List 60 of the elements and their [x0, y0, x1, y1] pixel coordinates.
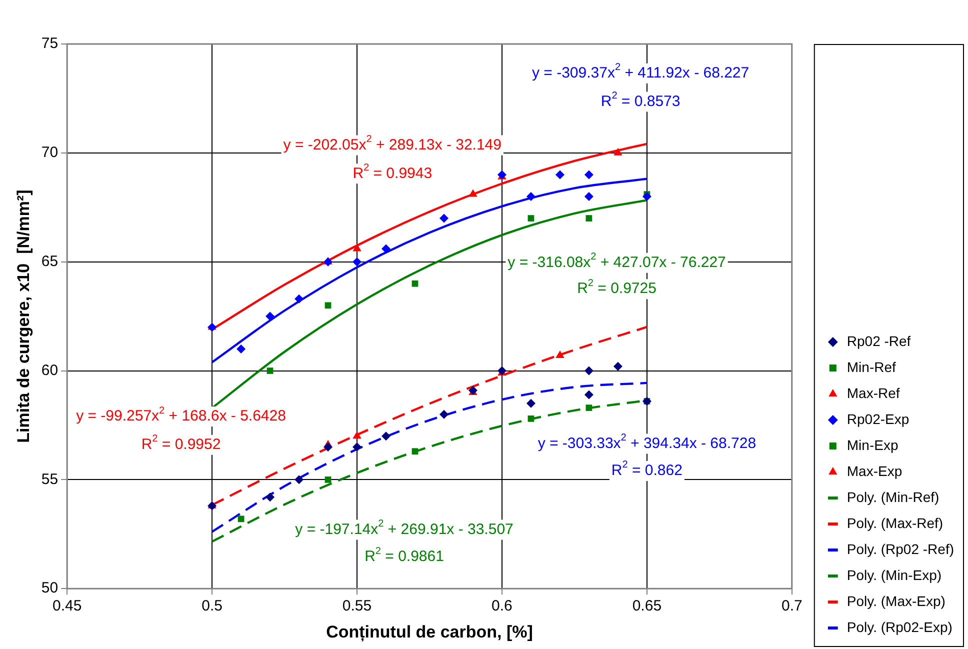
point [352, 442, 362, 452]
x-tick-label: 0.45 [52, 598, 82, 615]
y-tick-label: 75 [41, 35, 58, 52]
point [584, 390, 594, 400]
point [586, 404, 592, 411]
legend-label: Poly. (Rp02 -Ref) [846, 540, 954, 557]
legend-label: Poly. (Max-Ref) [846, 514, 944, 531]
point [468, 189, 478, 197]
legend-label: Min-Exp [846, 436, 898, 453]
legend-label: Rp02 -Ref [846, 332, 911, 349]
legend-label: Max-Exp [846, 462, 902, 479]
point [294, 475, 304, 484]
x-axis-title: Conținutul de carbon, [%] [326, 622, 533, 642]
point [439, 214, 448, 223]
legend-label: Poly. (Min-Exp) [846, 566, 942, 583]
legend-label: Max-Ref [846, 384, 900, 401]
x-tick-label: 0.7 [781, 598, 802, 615]
x-tick-label: 0.5 [202, 598, 222, 615]
point [584, 170, 594, 180]
point [528, 416, 534, 422]
legend-label: Poly. (Rp02-Exp) [846, 618, 952, 635]
point [352, 257, 362, 266]
y-tick-label: 50 [41, 580, 58, 597]
point [439, 410, 448, 419]
point [324, 476, 332, 483]
point [412, 448, 418, 455]
point [352, 244, 362, 252]
legend-label: Poly. (Min-Ref) [846, 488, 940, 505]
y-tick-label: 70 [41, 144, 58, 162]
point [614, 148, 622, 156]
point [352, 431, 362, 439]
y-tick-label: 65 [41, 252, 58, 270]
point [382, 432, 390, 441]
point [584, 192, 594, 201]
point [324, 442, 333, 452]
point [528, 215, 534, 222]
legend-label: Rp02-Exp [846, 410, 910, 427]
point [324, 302, 332, 309]
point [526, 192, 536, 201]
legend-label: Poly. (Max-Exp) [846, 592, 946, 609]
x-tick-label: 0.65 [632, 598, 662, 615]
legend-label: Min-Ref [846, 358, 896, 375]
x-tick-label: 0.6 [492, 598, 512, 615]
point [266, 312, 275, 321]
y-tick-label: 60 [41, 362, 58, 379]
point [613, 362, 622, 371]
point [266, 368, 274, 374]
point [556, 350, 564, 358]
point [238, 516, 244, 522]
point [586, 215, 592, 222]
point [412, 280, 418, 287]
point [266, 492, 275, 502]
point [236, 344, 246, 354]
y-axis-title: Limita de curgere, x10 [N/mm²] [14, 190, 33, 443]
point [584, 366, 594, 376]
y-tick-label: 55 [41, 470, 58, 488]
point [642, 192, 652, 201]
point [555, 170, 564, 180]
point [526, 398, 536, 408]
x-tick-label: 0.55 [342, 598, 372, 615]
